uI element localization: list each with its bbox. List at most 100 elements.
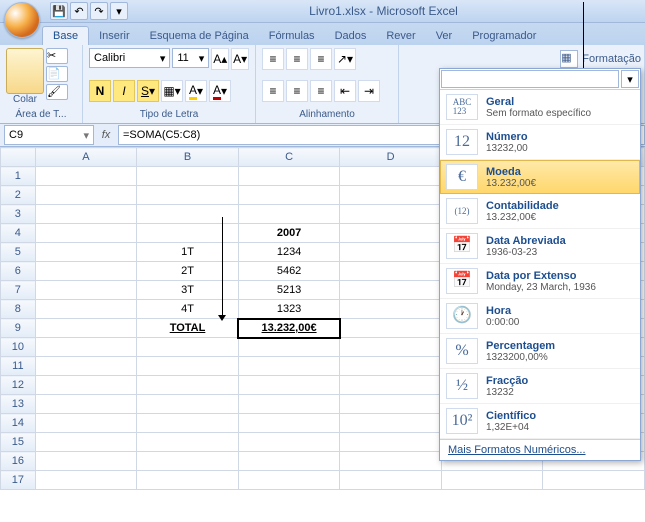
tab-dados[interactable]: Dados (325, 27, 377, 45)
cut-icon[interactable]: ✂ (46, 48, 68, 64)
tab-base[interactable]: Base (42, 26, 89, 45)
cell-c6[interactable]: 5462 (238, 262, 340, 281)
tab-programador[interactable]: Programador (462, 27, 546, 45)
row-header[interactable]: 12 (1, 376, 36, 395)
bold-button[interactable]: N (89, 80, 111, 102)
font-color-button[interactable]: A▾ (209, 80, 231, 102)
align-top-icon[interactable]: ≡ (262, 48, 284, 70)
format-option-data-por-extenso[interactable]: 📅Data por ExtensoMonday, 23 March, 1936 (440, 264, 640, 299)
format-option-número[interactable]: 12Número13232,00 (440, 125, 640, 160)
cell-c9-active[interactable]: 13.232,00€ (238, 319, 340, 338)
tab-formulas[interactable]: Fórmulas (259, 27, 325, 45)
cell-c5[interactable]: 1234 (238, 243, 340, 262)
col-header-a[interactable]: A (35, 148, 137, 167)
tab-rever[interactable]: Rever (376, 27, 425, 45)
format-option-percentagem[interactable]: %Percentagem1323200,00% (440, 334, 640, 369)
row-header[interactable]: 8 (1, 300, 36, 319)
format-icon: 📅 (446, 268, 478, 294)
font-name-combo[interactable]: Calibri▾ (89, 48, 170, 68)
align-bottom-icon[interactable]: ≡ (310, 48, 332, 70)
border-button[interactable]: ▦▾ (161, 80, 183, 102)
qat-undo-icon[interactable]: ↶ (70, 2, 88, 20)
col-header-d[interactable]: D (340, 148, 442, 167)
name-box[interactable]: C9▾ (4, 125, 94, 145)
tab-esquema[interactable]: Esquema de Página (140, 27, 259, 45)
paste-button[interactable] (6, 48, 44, 94)
row-header[interactable]: 13 (1, 395, 36, 414)
orientation-icon[interactable]: ↗▾ (334, 48, 356, 70)
format-sample: 13232,00 (486, 143, 528, 154)
dropdown-search-input[interactable] (441, 70, 619, 88)
cell-c8[interactable]: 1323 (238, 300, 340, 319)
qat-redo-icon[interactable]: ↷ (90, 2, 108, 20)
format-option-hora[interactable]: 🕐Hora0:00:00 (440, 299, 640, 334)
format-icon: ABC 123 (446, 94, 478, 120)
row-header[interactable]: 6 (1, 262, 36, 281)
format-sample: 13.232,00€ (486, 212, 559, 223)
dropdown-toggle-icon[interactable]: ▾ (621, 70, 639, 88)
row-header[interactable]: 2 (1, 186, 36, 205)
format-icon: € (446, 164, 478, 190)
decrease-font-icon[interactable]: A▾ (231, 48, 249, 70)
align-middle-icon[interactable]: ≡ (286, 48, 308, 70)
format-sample: 0:00:00 (486, 317, 519, 328)
qat-save-icon[interactable]: 💾 (50, 2, 68, 20)
align-center-icon[interactable]: ≡ (286, 80, 308, 102)
row-header[interactable]: 7 (1, 281, 36, 300)
align-right-icon[interactable]: ≡ (310, 80, 332, 102)
format-option-fracção[interactable]: ½Fracção13232 (440, 369, 640, 404)
cell-b7[interactable]: 3T (137, 281, 239, 300)
copy-icon[interactable]: 📄 (46, 66, 68, 82)
increase-indent-icon[interactable]: ⇥ (358, 80, 380, 102)
format-sample: 13232 (486, 387, 528, 398)
format-title: Percentagem (486, 340, 555, 352)
annotation-arrow-icon (218, 315, 226, 321)
qat-more-icon[interactable]: ▾ (110, 2, 128, 20)
row-header[interactable]: 17 (1, 471, 36, 490)
row-header[interactable]: 4 (1, 224, 36, 243)
row-header[interactable]: 1 (1, 167, 36, 186)
format-option-contabilidade[interactable]: (12)Contabilidade13.232,00€ (440, 194, 640, 229)
row-header[interactable]: 3 (1, 205, 36, 224)
more-formats-link[interactable]: Mais Formatos Numéricos... (440, 439, 640, 460)
row-header[interactable]: 11 (1, 357, 36, 376)
font-size-combo[interactable]: 11▾ (172, 48, 209, 68)
formatacao-button[interactable]: ▦ Formatação (560, 50, 641, 68)
increase-font-icon[interactable]: A▴ (211, 48, 229, 70)
select-all-corner[interactable] (1, 148, 36, 167)
row-header[interactable]: 16 (1, 452, 36, 471)
cell-b9[interactable]: TOTAL (137, 319, 239, 338)
format-painter-icon[interactable]: 🖌 (46, 84, 68, 100)
format-option-científico[interactable]: 10²Científico1,32E+04 (440, 404, 640, 439)
cell-c4[interactable]: 2007 (238, 224, 340, 243)
italic-button[interactable]: I (113, 80, 135, 102)
row-header[interactable]: 5 (1, 243, 36, 262)
fx-icon[interactable]: fx (94, 129, 118, 141)
format-sample: 1323200,00% (486, 352, 555, 363)
cell-b5[interactable]: 1T (137, 243, 239, 262)
row-header[interactable]: 14 (1, 414, 36, 433)
group-label-clipboard: Área de T... (6, 109, 76, 120)
cell-c7[interactable]: 5213 (238, 281, 340, 300)
row-header[interactable]: 10 (1, 338, 36, 357)
tab-ver[interactable]: Ver (426, 27, 463, 45)
col-header-c[interactable]: C (238, 148, 340, 167)
underline-button[interactable]: S▾ (137, 80, 159, 102)
format-option-geral[interactable]: ABC 123GeralSem formato específico (440, 90, 640, 125)
format-icon: 📅 (446, 233, 478, 259)
office-button[interactable] (4, 2, 40, 38)
paste-label: Colar (13, 94, 37, 105)
decrease-indent-icon[interactable]: ⇤ (334, 80, 356, 102)
group-clipboard: Colar ✂ 📄 🖌 Área de T... (0, 45, 83, 123)
row-header[interactable]: 15 (1, 433, 36, 452)
tab-inserir[interactable]: Inserir (89, 27, 140, 45)
row-header[interactable]: 9 (1, 319, 36, 338)
cell-b6[interactable]: 2T (137, 262, 239, 281)
fill-color-button[interactable]: A▾ (185, 80, 207, 102)
format-option-moeda[interactable]: €Moeda13.232,00€ (440, 160, 640, 194)
align-left-icon[interactable]: ≡ (262, 80, 284, 102)
format-option-data-abreviada[interactable]: 📅Data Abreviada1936-03-23 (440, 229, 640, 264)
col-header-b[interactable]: B (137, 148, 239, 167)
format-sample: 1936-03-23 (486, 247, 566, 258)
group-font: Calibri▾ 11▾ A▴ A▾ N I S▾ ▦▾ A▾ A▾ Tipo … (83, 45, 256, 123)
